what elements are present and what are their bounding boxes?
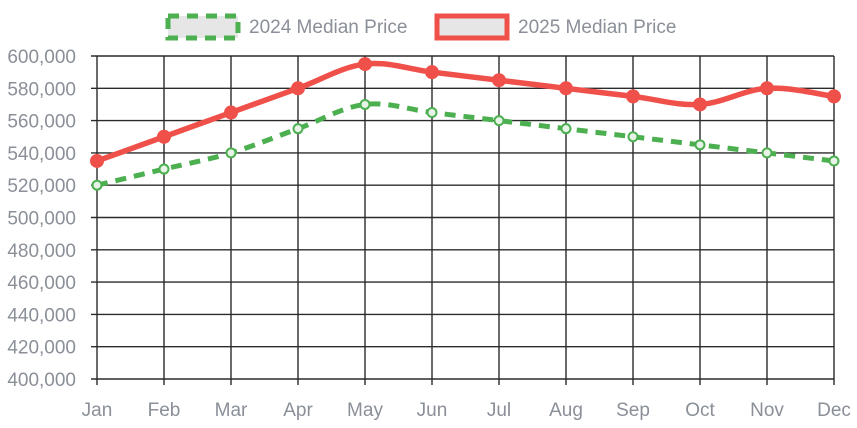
data-point[interactable] [627, 131, 639, 143]
x-tick-label: Mar [215, 400, 248, 421]
y-axis: 400,000 420,000 440,000 460,000 480,000 500,0… [7, 47, 76, 391]
series-2024 [91, 98, 840, 191]
series-line [96, 101, 835, 188]
data-point[interactable] [693, 97, 707, 112]
y-tick-label: 420,000 [7, 338, 76, 359]
data-point[interactable] [426, 107, 438, 119]
legend-label: 2025 Median Price [518, 17, 676, 38]
data-point[interactable] [425, 65, 439, 80]
data-point[interactable] [158, 163, 170, 175]
y-tick-label: 460,000 [7, 273, 76, 294]
x-tick-label: Dec [817, 400, 851, 421]
data-point[interactable] [828, 155, 840, 167]
x-tick-label: Apr [283, 400, 313, 421]
x-tick-label: Feb [148, 400, 181, 421]
x-axis: Jan Feb Mar Apr May Jun Jul Aug Sep Oct Nov Dec [82, 400, 851, 421]
legend-swatch [165, 13, 241, 41]
x-tick-label: Jun [417, 400, 448, 421]
data-point[interactable] [225, 147, 237, 159]
x-tick-label: Nov [750, 400, 784, 421]
data-point[interactable] [626, 89, 640, 104]
data-point[interactable] [91, 179, 103, 191]
legend-swatch [434, 13, 510, 41]
y-tick-label: 400,000 [7, 370, 76, 391]
y-tick-label: 520,000 [7, 176, 76, 197]
y-tick-label: 600,000 [7, 47, 76, 68]
y-tick-label: 580,000 [7, 79, 76, 100]
data-point[interactable] [761, 147, 773, 159]
y-tick-label: 500,000 [7, 209, 76, 230]
data-point[interactable] [492, 73, 506, 88]
data-point[interactable] [359, 98, 371, 110]
legend-label: 2024 Median Price [249, 17, 407, 38]
series-layer [90, 57, 841, 191]
series-line [96, 60, 835, 164]
y-tick-label: 480,000 [7, 241, 76, 262]
legend-item-2025[interactable]: 2025 Median Price [434, 13, 676, 41]
data-point[interactable] [157, 129, 171, 144]
y-tick-label: 540,000 [7, 144, 76, 165]
data-point[interactable] [90, 153, 104, 168]
y-tick-label: 560,000 [7, 112, 76, 133]
x-tick-label: May [347, 400, 383, 421]
data-point[interactable] [560, 123, 572, 135]
data-point[interactable] [291, 81, 305, 96]
x-tick-label: Oct [685, 400, 715, 421]
data-point[interactable] [493, 115, 505, 127]
y-tick-label: 440,000 [7, 305, 76, 326]
data-point[interactable] [827, 89, 841, 104]
legend-item-2024[interactable]: 2024 Median Price [165, 13, 407, 41]
grid [91, 55, 835, 385]
data-point[interactable] [694, 139, 706, 151]
legend: 2024 Median Price 2025 Median Price [165, 13, 676, 41]
data-point[interactable] [224, 105, 238, 120]
data-point[interactable] [760, 81, 774, 96]
data-point[interactable] [292, 123, 304, 135]
data-point[interactable] [559, 81, 573, 96]
x-tick-label: Sep [616, 400, 650, 421]
x-tick-label: Jan [82, 400, 113, 421]
x-tick-label: Jul [487, 400, 511, 421]
x-tick-label: Aug [549, 400, 583, 421]
series-2025 [90, 57, 841, 168]
data-point[interactable] [358, 57, 372, 72]
